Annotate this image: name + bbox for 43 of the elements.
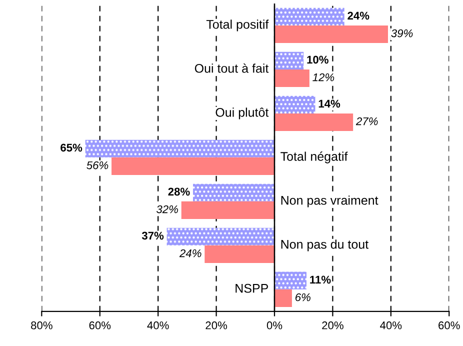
bar [274,96,316,114]
bar [181,201,274,220]
bar [274,25,388,44]
bar [274,289,292,307]
bar [274,113,354,132]
x-tick-label: 80% [31,321,52,330]
data-label: 37% [142,232,164,240]
y-tick-label: Non pas vraiment [281,196,378,208]
data-label: 10% [307,56,328,64]
y-tick-label: Oui tout à fait [194,63,269,73]
data-label: 28% [168,188,190,196]
x-tick-label: 0% [266,321,282,330]
data-label: 12% [312,73,334,82]
y-tick-label: Total positif [206,20,269,32]
x-tick-label: 60% [438,321,460,330]
x-tick-label: 40% [380,321,402,330]
data-label: 24% [348,12,370,20]
bar [274,8,344,26]
data-label: 6% [295,293,310,302]
bar [166,228,274,246]
data-label: 56% [86,161,108,170]
bar [85,140,274,158]
data-label: 32% [156,205,178,214]
data-label: 39% [391,29,413,38]
x-tick-label: 60% [89,321,111,330]
y-tick-label: Total négatif [280,152,348,164]
bar [274,272,307,290]
data-label: 14% [318,100,340,108]
x-tick-label: 40% [147,321,169,330]
data-label: 11% [310,276,331,284]
x-tick-label: 20% [322,321,344,330]
x-tick-label: 20% [206,321,228,330]
data-label: 24% [179,249,202,258]
y-tick-label: Oui plutôt [216,108,269,120]
bar [274,69,310,88]
bar [274,52,304,70]
data-label: 27% [356,117,378,126]
y-tick-label: NSPP [236,284,268,293]
bar [112,157,274,176]
bar [193,184,274,202]
y-tick-label: Non pas du tout [281,240,368,252]
bar [204,245,274,264]
data-label: 65% [60,144,82,152]
